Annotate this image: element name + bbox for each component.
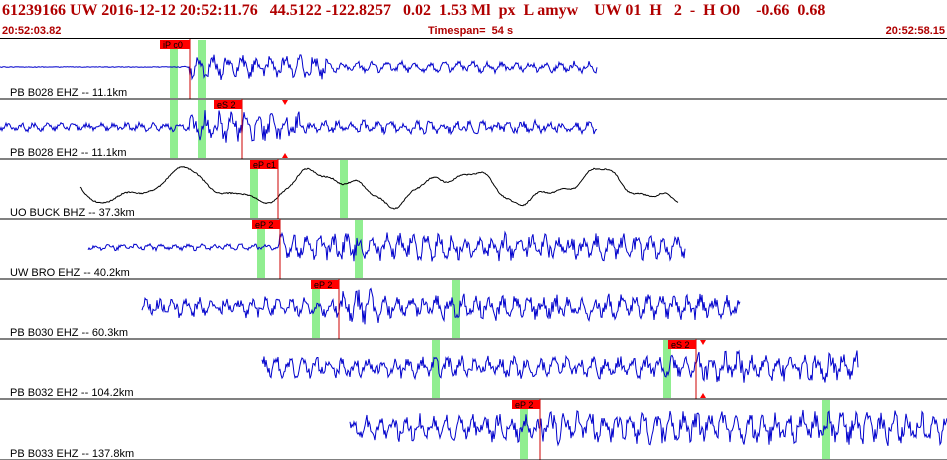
pick-window-highlight [452,280,460,338]
pick-flag[interactable] [160,40,190,49]
waveform-trace [87,230,686,262]
timespan-label: Timespan= 54 s [428,25,514,37]
channel-label: PB B033 EHZ -- 137.8km [10,448,134,460]
pick-window-highlight [432,340,440,398]
channel-label: PB B028 EHZ -- 11.1km [10,87,127,99]
s-pick-top-triangle [700,340,706,345]
channel-panel[interactable]: eP c1 UO BUCK BHZ -- 37.3km [0,159,947,220]
pick-flag-label: iP c0 [163,40,183,50]
pick-flag-label: eS 2 [217,100,236,110]
end-time-label: 20:52:58.15 [885,25,945,37]
pick-flag[interactable] [512,400,540,409]
pick-flag[interactable] [668,340,696,349]
pick-window-highlight [663,340,671,398]
pick-flag[interactable] [311,280,339,289]
waveform-trace [261,349,859,383]
pick-flag-label: eP 2 [515,400,533,410]
channel-panel[interactable]: eP 2 PB B030 EHZ -- 60.3km [0,279,947,340]
pick-window-highlight [170,40,178,98]
event-summary-line: 61239166 UW 2016-12-12 20:52:11.76 44.51… [2,2,826,19]
pick-window-highlight [340,160,348,218]
pick-flag-label: eP c1 [253,160,276,170]
waveform-trace [141,287,741,325]
pick-window-highlight [312,280,320,338]
pick-flag[interactable] [250,160,278,169]
s-pick-bottom-triangle [282,153,288,158]
channel-label: PB B028 EH2 -- 11.1km [10,147,127,159]
s-pick-top-triangle [282,100,288,105]
pick-window-highlight [198,40,206,98]
s-pick-bottom-triangle [700,393,706,398]
channel-panel[interactable]: eP 2 UW BRO EHZ -- 40.2km [0,219,947,280]
waveform-trace [0,54,598,81]
pick-flag-label: eP 2 [255,220,273,230]
start-time-label: 20:52:03.82 [2,25,62,37]
channel-panel[interactable]: iP c0 PB B028 EHZ -- 11.1km [0,39,947,100]
channel-label: PB B030 EHZ -- 60.3km [10,327,128,339]
pick-window-highlight [170,100,178,158]
waveform-trace [349,409,947,447]
channel-label: PB B032 EH2 -- 104.2km [10,387,134,399]
waveform-trace [79,166,679,210]
pick-window-highlight [250,160,258,218]
pick-flag[interactable] [214,100,242,109]
header-divider [0,38,947,39]
pick-window-highlight [520,400,528,459]
pick-flag-label: eP 2 [314,280,332,290]
pick-window-highlight [355,220,363,278]
channel-label: UW BRO EHZ -- 40.2km [10,267,130,279]
pick-flag-label: eS 2 [671,340,690,350]
waveform-trace [0,110,598,143]
channel-panel[interactable]: eS 2 PB B032 EH2 -- 104.2km [0,339,947,400]
channel-panel[interactable]: eS 2 PB B028 EH2 -- 11.1km [0,99,947,160]
channel-panel[interactable]: eP 2 PB B033 EHZ -- 137.8km [0,399,947,460]
channel-label: UO BUCK BHZ -- 37.3km [10,207,135,219]
header-bar: 61239166 UW 2016-12-12 20:52:11.76 44.51… [0,0,947,38]
pick-flag[interactable] [252,220,280,229]
pick-window-highlight [822,400,830,459]
